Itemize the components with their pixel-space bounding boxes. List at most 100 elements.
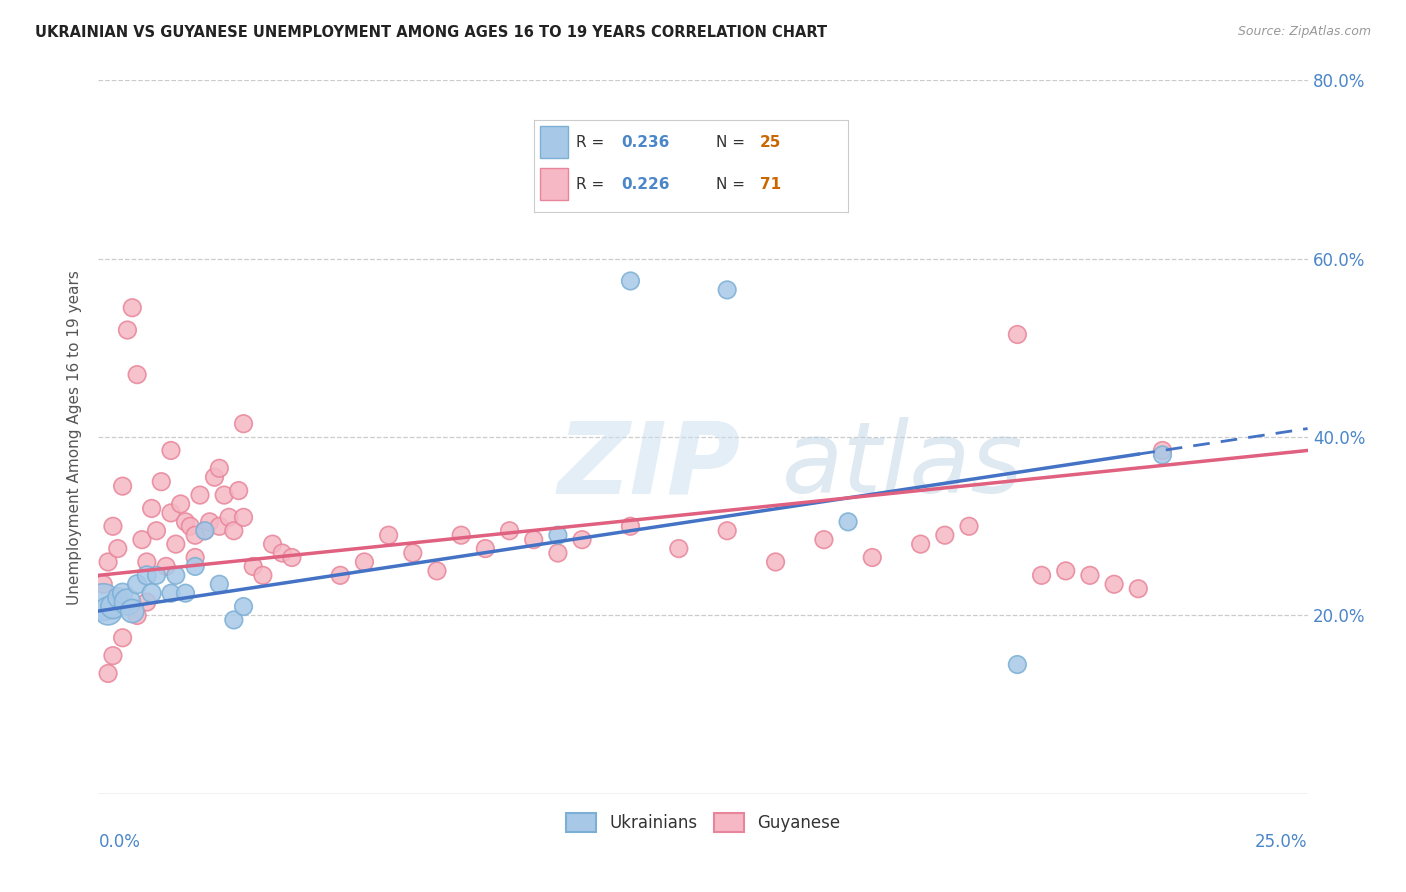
- Point: [571, 533, 593, 547]
- Point: [262, 537, 284, 551]
- Point: [860, 550, 883, 565]
- Point: [212, 488, 235, 502]
- Point: [101, 648, 124, 663]
- Text: atlas: atlas: [782, 417, 1024, 514]
- Point: [184, 528, 207, 542]
- Point: [910, 537, 932, 551]
- Point: [1007, 327, 1029, 342]
- Point: [271, 546, 294, 560]
- Point: [232, 417, 254, 431]
- Point: [1031, 568, 1053, 582]
- Point: [117, 323, 139, 337]
- Point: [402, 546, 425, 560]
- Point: [127, 368, 149, 382]
- Point: [228, 483, 250, 498]
- Point: [121, 301, 143, 315]
- Point: [204, 470, 226, 484]
- Point: [101, 519, 124, 533]
- Point: [218, 510, 240, 524]
- Point: [165, 537, 187, 551]
- Point: [1152, 443, 1174, 458]
- Point: [174, 515, 197, 529]
- Point: [188, 488, 211, 502]
- Text: UKRAINIAN VS GUYANESE UNEMPLOYMENT AMONG AGES 16 TO 19 YEARS CORRELATION CHART: UKRAINIAN VS GUYANESE UNEMPLOYMENT AMONG…: [35, 25, 827, 40]
- Point: [145, 524, 167, 538]
- Point: [252, 568, 274, 582]
- Point: [135, 555, 157, 569]
- Point: [141, 586, 163, 600]
- Point: [957, 519, 980, 533]
- Point: [131, 533, 153, 547]
- Point: [934, 528, 956, 542]
- Point: [547, 528, 569, 542]
- Point: [194, 524, 217, 538]
- Point: [1078, 568, 1101, 582]
- Point: [145, 568, 167, 582]
- Point: [353, 555, 375, 569]
- Point: [813, 533, 835, 547]
- Point: [160, 586, 183, 600]
- Point: [232, 599, 254, 614]
- Point: [426, 564, 449, 578]
- Point: [179, 519, 201, 533]
- Point: [377, 528, 399, 542]
- Point: [97, 555, 120, 569]
- Point: [165, 568, 187, 582]
- Point: [91, 595, 114, 609]
- Point: [111, 586, 134, 600]
- Point: [242, 559, 264, 574]
- Point: [160, 506, 183, 520]
- Point: [208, 519, 231, 533]
- Text: Source: ZipAtlas.com: Source: ZipAtlas.com: [1237, 25, 1371, 38]
- Point: [141, 501, 163, 516]
- Point: [474, 541, 496, 556]
- Point: [117, 595, 139, 609]
- Point: [523, 533, 546, 547]
- Point: [1152, 448, 1174, 462]
- Text: 0.0%: 0.0%: [98, 833, 141, 851]
- Point: [107, 541, 129, 556]
- Point: [184, 550, 207, 565]
- Point: [121, 604, 143, 618]
- Point: [619, 274, 641, 288]
- Point: [1128, 582, 1150, 596]
- Point: [1054, 564, 1077, 578]
- Point: [127, 608, 149, 623]
- Point: [619, 519, 641, 533]
- Point: [111, 479, 134, 493]
- Point: [169, 497, 191, 511]
- Text: 25.0%: 25.0%: [1256, 833, 1308, 851]
- Point: [194, 524, 217, 538]
- Point: [547, 546, 569, 560]
- Point: [160, 443, 183, 458]
- Point: [135, 568, 157, 582]
- Point: [1007, 657, 1029, 672]
- Point: [837, 515, 859, 529]
- Point: [97, 666, 120, 681]
- Point: [765, 555, 787, 569]
- Point: [155, 559, 177, 574]
- Point: [1102, 577, 1125, 591]
- Point: [668, 541, 690, 556]
- Y-axis label: Unemployment Among Ages 16 to 19 years: Unemployment Among Ages 16 to 19 years: [67, 269, 83, 605]
- Point: [150, 475, 173, 489]
- Point: [208, 577, 231, 591]
- Point: [107, 591, 129, 605]
- Point: [174, 586, 197, 600]
- Point: [222, 613, 245, 627]
- Legend: Ukrainians, Guyanese: Ukrainians, Guyanese: [560, 806, 846, 839]
- Point: [232, 510, 254, 524]
- Point: [498, 524, 520, 538]
- Text: ZIP: ZIP: [558, 417, 741, 514]
- Point: [716, 283, 738, 297]
- Point: [184, 559, 207, 574]
- Point: [716, 524, 738, 538]
- Point: [97, 604, 120, 618]
- Point: [91, 577, 114, 591]
- Point: [222, 524, 245, 538]
- Point: [450, 528, 472, 542]
- Point: [127, 577, 149, 591]
- Point: [208, 461, 231, 475]
- Point: [101, 599, 124, 614]
- Point: [198, 515, 221, 529]
